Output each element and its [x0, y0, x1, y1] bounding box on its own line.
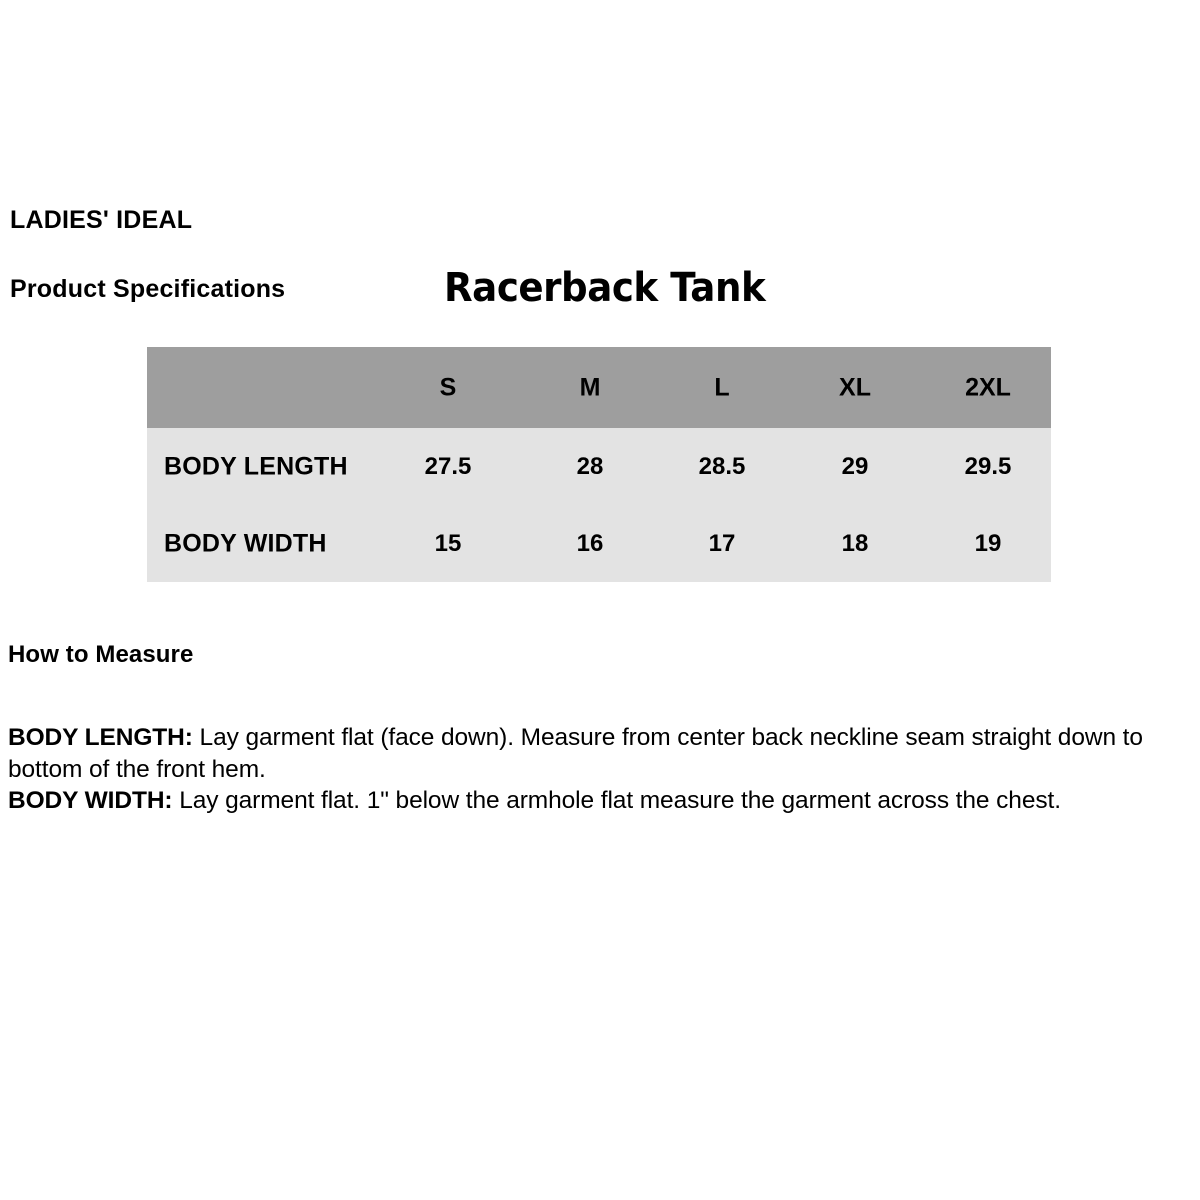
cell-body-width-l: 17: [708, 529, 736, 557]
measure-instruction-body-length: BODY LENGTH: Lay garment flat (face down…: [8, 722, 1192, 785]
measure-term-body-width: BODY WIDTH:: [8, 787, 173, 815]
cell-body-length-l: 28.5: [698, 452, 746, 480]
table-header-row: S M L XL 2XL: [147, 347, 1051, 428]
how-to-measure-instructions: BODY LENGTH: Lay garment flat (face down…: [8, 722, 1192, 817]
table-row: BODY LENGTH 27.5 28 28.5 29 29.5: [147, 428, 1051, 505]
cell-body-length-xl: 29: [841, 452, 869, 480]
cell-body-width-2xl: 19: [974, 529, 1002, 557]
cell-body-length-s: 27.5: [424, 452, 472, 480]
column-header-m: M: [579, 373, 601, 401]
product-specifications-label: Product Specifications: [10, 275, 286, 303]
size-chart-table: S M L XL 2XL BODY LENGTH 27.5 28 28.5 29…: [147, 347, 1051, 582]
column-header-s: S: [439, 373, 457, 401]
measure-instruction-body-width: BODY WIDTH: Lay garment flat. 1" below t…: [8, 785, 1192, 817]
column-header-xl: XL: [839, 373, 871, 401]
product-title: Racerback Tank: [444, 265, 766, 311]
measure-term-body-length: BODY LENGTH:: [8, 724, 193, 751]
brand-name: LADIES' IDEAL: [10, 206, 193, 234]
table-row: BODY WIDTH 15 16 17 18 19: [147, 505, 1051, 582]
cell-body-width-xl: 18: [841, 529, 869, 557]
cell-body-width-s: 15: [434, 529, 462, 557]
row-label-body-width: BODY WIDTH: [164, 529, 327, 557]
cell-body-length-m: 28: [576, 452, 604, 480]
measure-description-body-width: Lay garment flat. 1" below the armhole f…: [179, 787, 1061, 815]
measure-description-body-length: Lay garment flat (face down). Measure fr…: [8, 724, 1143, 783]
table-body: BODY LENGTH 27.5 28 28.5 29 29.5 BODY WI…: [147, 428, 1051, 582]
row-label-body-length: BODY LENGTH: [164, 452, 348, 480]
cell-body-length-2xl: 29.5: [964, 452, 1012, 480]
how-to-measure-heading: How to Measure: [8, 641, 194, 668]
column-header-2xl: 2XL: [965, 373, 1011, 401]
cell-body-width-m: 16: [576, 529, 604, 557]
column-header-l: L: [714, 373, 730, 401]
